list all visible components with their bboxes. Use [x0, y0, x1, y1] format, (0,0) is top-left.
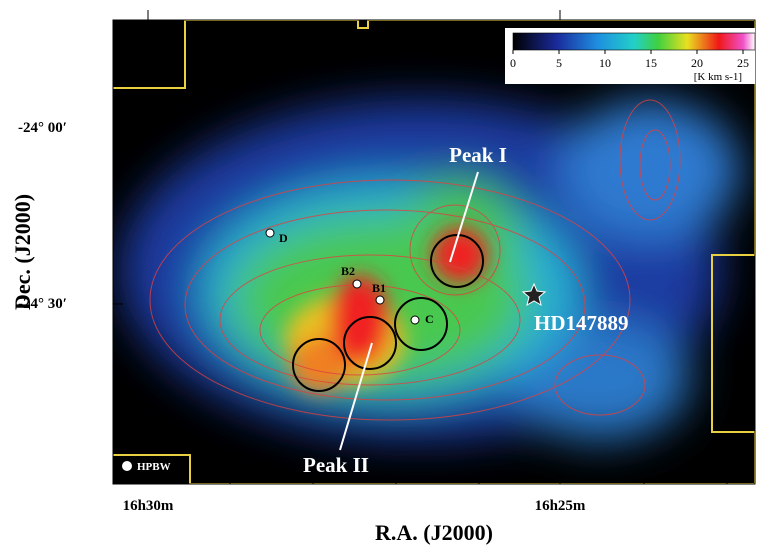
y-tick-label: -24° 00′ — [18, 120, 67, 136]
colorbar-tick-label: 15 — [645, 56, 657, 70]
annotation: HD147889 — [534, 311, 629, 335]
label: B2 — [341, 264, 355, 278]
x-tick-label: 16h30m — [123, 498, 174, 514]
intensity-map — [113, 20, 755, 484]
colorbar — [513, 33, 755, 50]
colorbar-tick-label: 10 — [599, 56, 611, 70]
label: B1 — [372, 281, 386, 295]
colorbar-tick-label: 25 — [737, 56, 749, 70]
label: D — [279, 231, 288, 245]
colorbar-tick-label: 0 — [510, 56, 516, 70]
annotation: Peak II — [303, 453, 369, 477]
annotation: Peak I — [449, 143, 507, 167]
x-tick-label: 16h25m — [535, 498, 586, 514]
label: HPBW — [137, 461, 171, 473]
figure: Peak I Peak II HD147889 D B2 B1 C HPBW 0… — [0, 0, 769, 550]
colorbar-tick-label: 5 — [556, 56, 562, 70]
label: C — [425, 312, 434, 326]
colorbar-unit: [K km s-1] — [694, 71, 742, 83]
colorbar-tick-label: 20 — [691, 56, 703, 70]
x-axis-label: R.A. (J2000) — [375, 520, 493, 545]
y-axis-label: Dec. (J2000) — [10, 194, 35, 310]
